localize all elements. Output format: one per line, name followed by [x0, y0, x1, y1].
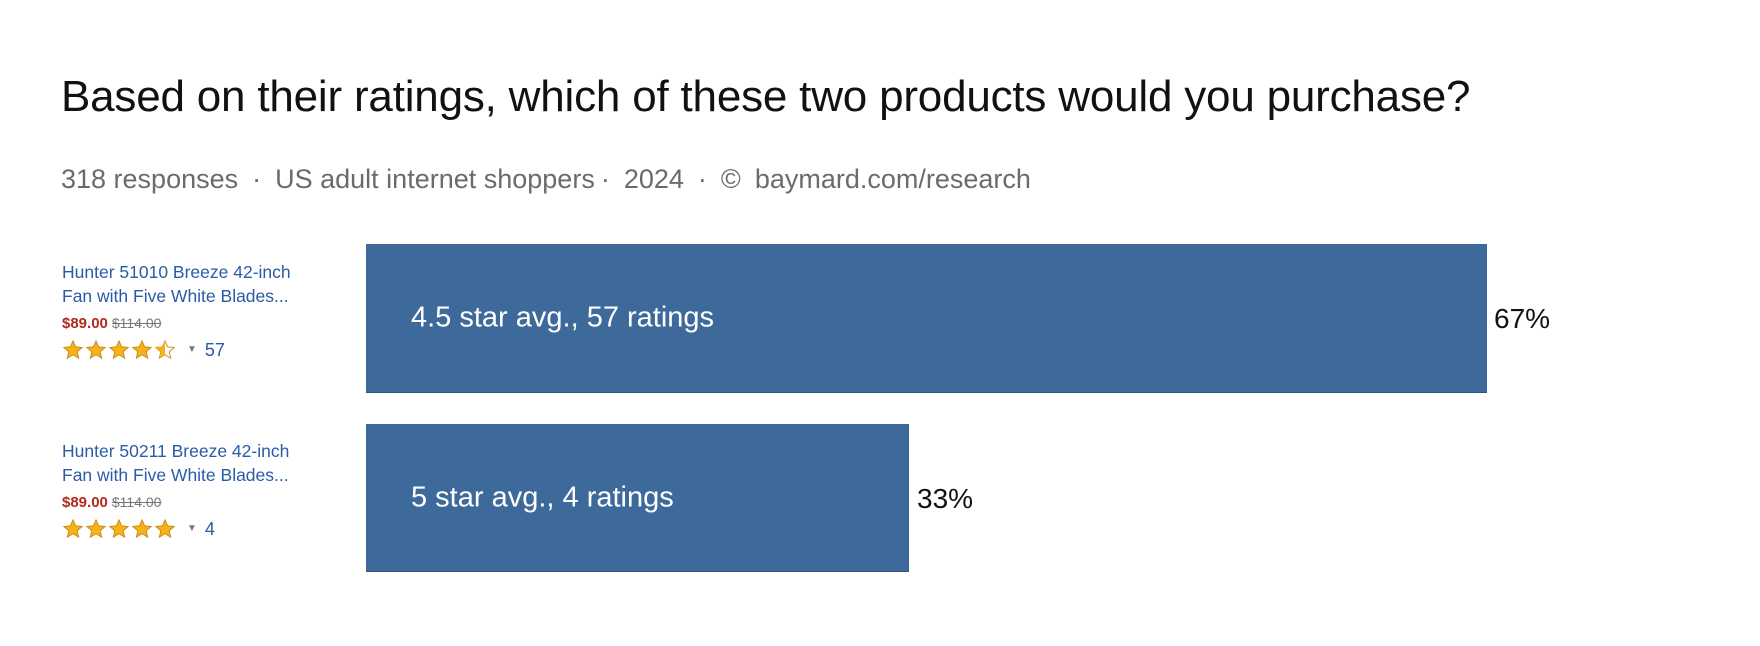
sale-price: $89.00	[62, 315, 108, 332]
rating-line: ▼ 4	[62, 517, 342, 541]
list-price: $114.00	[111, 494, 162, 510]
star-full-icon	[131, 518, 153, 539]
rating-line: ▼ 57	[62, 338, 342, 362]
caret-down-icon: ▼	[187, 523, 197, 534]
source: baymard.com/research	[754, 164, 1031, 194]
audience: US adult internet shoppers	[275, 164, 595, 194]
product-title: Hunter 51010 Breeze 42-inch Fan with Fiv…	[62, 260, 342, 308]
star-rating	[62, 518, 177, 540]
product-title-line: Fan with Five White Blades...	[62, 286, 289, 306]
star-half-icon	[154, 339, 176, 360]
star-full-icon	[85, 518, 107, 539]
product-thumbnail: Hunter 51010 Breeze 42-inch Fan with Fiv…	[62, 260, 342, 362]
sale-price: $89.00	[62, 494, 108, 511]
product-title-line: Hunter 51010 Breeze 42-inch	[62, 262, 291, 282]
bar-product-2: 5 star avg., 4 ratings	[366, 424, 909, 572]
responses-count: 318 responses	[61, 164, 239, 194]
year: 2024	[623, 164, 684, 194]
bar-label: 4.5 star avg., 57 ratings	[411, 301, 715, 334]
copyright-icon: ©	[720, 164, 741, 194]
percent-label: 33%	[917, 483, 974, 514]
price-line: $89.00 $114.00	[62, 490, 342, 515]
list-price: $114.00	[111, 315, 162, 331]
caret-down-icon: ▼	[187, 344, 197, 355]
product-thumbnail: Hunter 50211 Breeze 42-inch Fan with Fiv…	[62, 439, 342, 541]
star-rating	[62, 339, 177, 361]
star-full-icon	[85, 339, 107, 360]
star-full-icon	[62, 518, 84, 539]
rating-count: 4	[204, 519, 215, 539]
product-title-line: Hunter 50211 Breeze 42-inch	[62, 441, 290, 461]
star-full-icon	[154, 518, 176, 539]
bar-label: 5 star avg., 4 ratings	[411, 481, 674, 513]
star-full-icon	[108, 339, 130, 360]
chart-subtitle: 318 responses · US adult internet shoppers…	[61, 164, 1031, 195]
star-full-icon	[62, 339, 84, 360]
star-full-icon	[131, 339, 153, 360]
bar-product-1: 4.5 star avg., 57 ratings	[366, 244, 1487, 393]
star-full-icon	[108, 518, 130, 539]
separator: ·	[697, 164, 707, 194]
percent-label: 67%	[1494, 303, 1551, 334]
separator: ·	[252, 164, 262, 194]
product-title-line: Fan with Five White Blades...	[62, 465, 289, 485]
rating-count: 57	[204, 340, 225, 360]
separator: ·	[600, 164, 610, 194]
price-line: $89.00 $114.00	[62, 311, 342, 336]
chart-title: Based on their ratings, which of these t…	[61, 72, 1471, 121]
product-title: Hunter 50211 Breeze 42-inch Fan with Fiv…	[62, 439, 342, 487]
